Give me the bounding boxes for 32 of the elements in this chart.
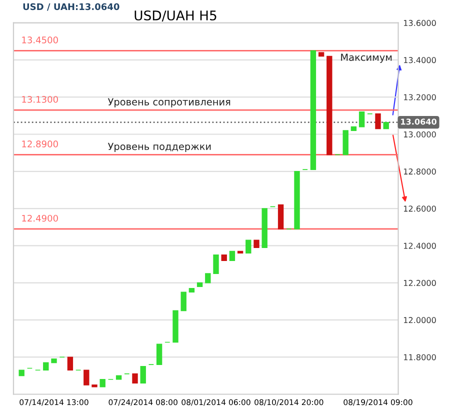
candlestick [180,292,186,312]
y-tick-label: 13.6000 [404,20,436,26]
chart-subtitle: USD / UAH:13.0640 [23,3,120,11]
ref-line-label: 12.8900 [22,140,58,148]
annotation: Уровень сопротивления [108,98,230,108]
candlestick [132,373,138,384]
y-tick-label: 11.8000 [404,354,436,360]
y-tick-label: 13.4000 [404,57,436,64]
ref-line-label: 13.4500 [22,36,58,44]
ref-line-label: 13.1300 [22,96,58,103]
candlestick [205,273,211,284]
y-tick-label: 12.2000 [404,280,436,286]
candlestick [84,370,90,386]
annotation: Максимум [341,54,392,63]
candlestick [375,113,381,130]
chart-title: USD/UAH H5 [134,10,216,22]
candlestick [67,356,74,371]
annotation: Уровень поддержки [108,142,211,152]
y-tick-label: 12.6000 [404,206,436,212]
candlestick [140,366,146,384]
candlestick [246,240,252,254]
ref-line-label: 12.4900 [22,214,58,222]
y-tick-label: 12.8000 [404,168,436,175]
y-tick-label: 13.0000 [404,131,436,138]
candlestick [213,254,219,274]
y-tick-label: 12.0000 [404,317,436,324]
candlestick [229,250,236,261]
candlestick [358,112,365,128]
y-tick-label: 13.2000 [404,94,436,100]
y-tick-label: 12.4000 [404,242,436,249]
ref-line-label: 13.0640 [401,118,436,125]
candlestick [156,344,162,365]
